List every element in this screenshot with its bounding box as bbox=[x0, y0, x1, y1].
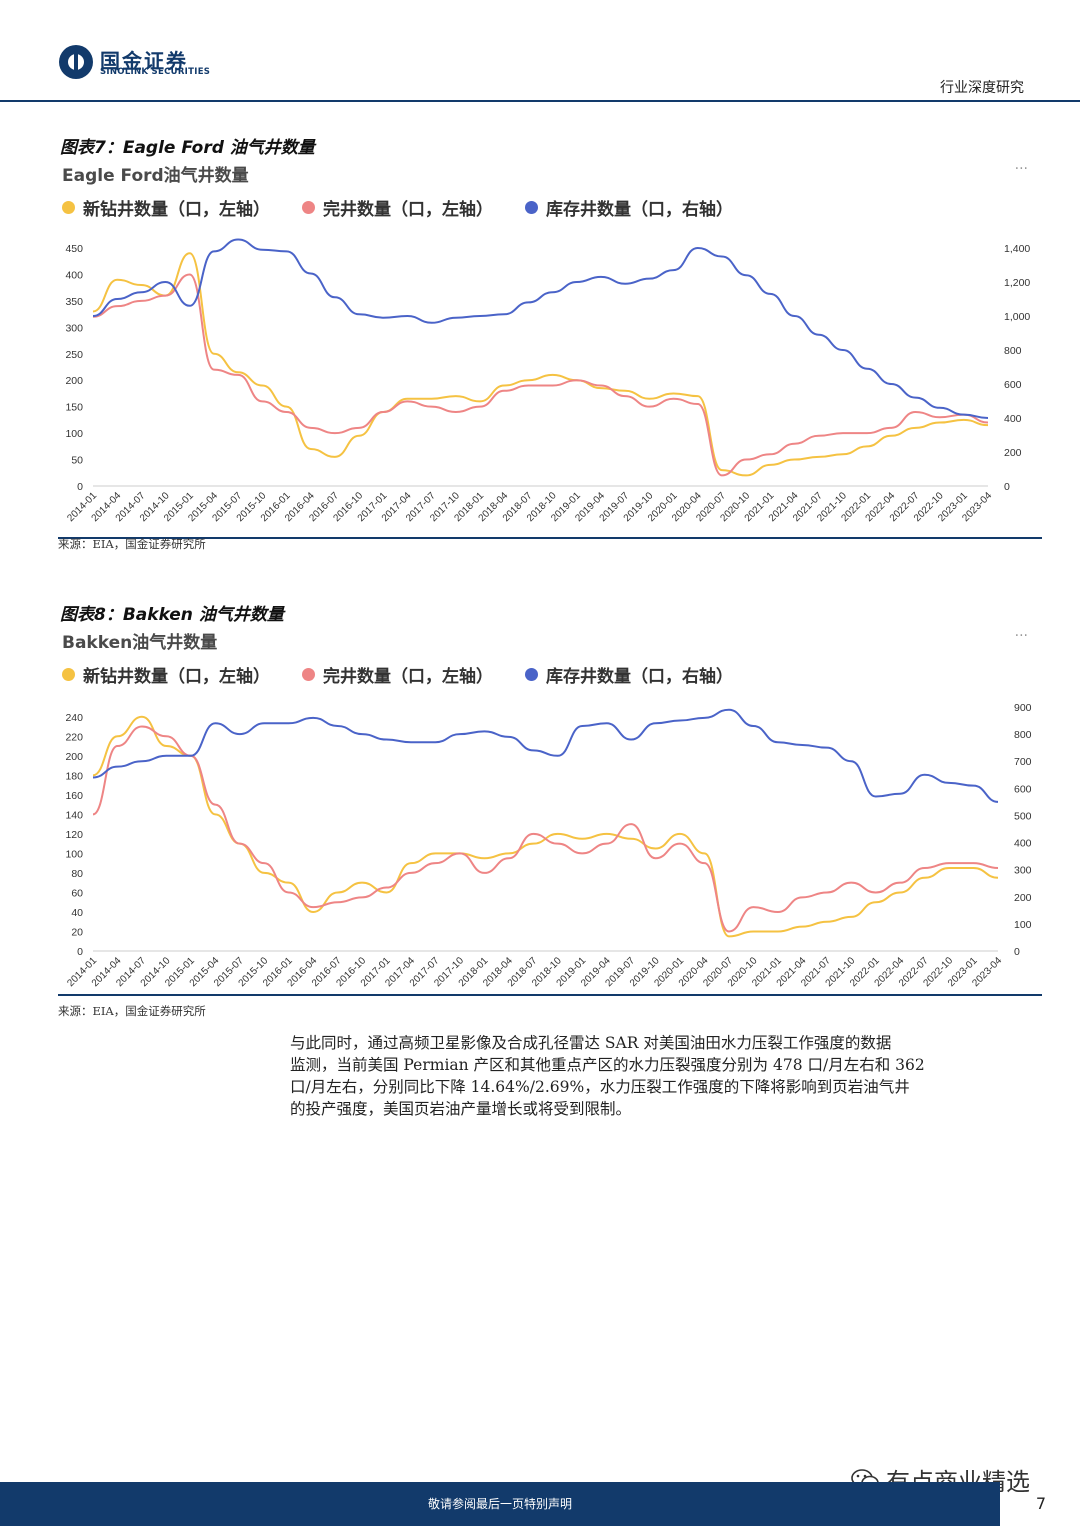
body-line: 的投产强度，美国页岩油产量增长或将受到限制。 bbox=[290, 1100, 632, 1118]
chart-menu-icon[interactable]: ··· bbox=[1014, 161, 1028, 177]
figure-7-chart: Eagle Ford油气井数量 ··· 新钻井数量（口，左轴） 完井数量（口，左… bbox=[58, 155, 1042, 545]
y-right-tick-label: 400 bbox=[1004, 413, 1022, 425]
body-line: 口/月左右，分别同比下降 14.64%/2.69%，水力压裂工作强度的下降将影响… bbox=[290, 1078, 910, 1096]
y-left-tick-label: 20 bbox=[71, 926, 83, 938]
legend-dot-icon bbox=[62, 201, 75, 214]
figure-8-source: 来源：EIA，国金证券研究所 bbox=[58, 1004, 206, 1018]
y-left-tick-label: 40 bbox=[71, 907, 83, 919]
legend-dot-icon bbox=[62, 668, 75, 681]
y-left-tick-label: 350 bbox=[65, 296, 83, 308]
y-right-tick-label: 1,200 bbox=[1004, 277, 1030, 289]
legend-dot-icon bbox=[525, 668, 538, 681]
y-right-tick-label: 600 bbox=[1004, 379, 1022, 391]
company-logo-icon bbox=[59, 45, 93, 79]
y-right-tick-label: 800 bbox=[1014, 729, 1032, 741]
y-left-tick-label: 200 bbox=[65, 751, 83, 763]
chart-subtitle: Bakken油气井数量 bbox=[62, 633, 218, 653]
y-right-tick-label: 1,000 bbox=[1004, 311, 1030, 323]
y-right-tick-label: 800 bbox=[1004, 345, 1022, 357]
chart-legend: 新钻井数量（口，左轴） 完井数量（口，左轴） 库存井数量（口，右轴） bbox=[62, 195, 733, 220]
y-left-tick-label: 160 bbox=[65, 790, 83, 802]
series-line-2 bbox=[92, 725, 999, 933]
legend-item-duc[interactable]: 库存井数量（口，右轴） bbox=[525, 195, 733, 220]
figure-8-chart: Bakken油气井数量 ··· 新钻井数量（口，左轴） 完井数量（口，左轴） 库… bbox=[58, 622, 1042, 1000]
y-left-tick-label: 50 bbox=[71, 455, 83, 467]
y-right-tick-label: 700 bbox=[1014, 756, 1032, 768]
y-left-tick-label: 240 bbox=[65, 712, 83, 724]
legend-dot-icon bbox=[302, 201, 315, 214]
legend-dot-icon bbox=[302, 668, 315, 681]
page-number: 7 bbox=[1035, 1494, 1046, 1513]
brand-name-en: SINOLINK SECURITIES bbox=[100, 67, 211, 77]
body-line: 与此同时，通过高频卫星影像及合成孔径雷达 SAR 对美国油田水力压裂工作强度的数… bbox=[290, 1034, 892, 1052]
chart-plot-area: 0 50 100 150 200 250 300 350 400 450 0 200 400 600 800… bbox=[65, 238, 1030, 524]
figure-8-title: 图表8：Bakken 油气井数量 bbox=[60, 605, 284, 625]
legend-item-completed[interactable]: 完井数量（口，左轴） bbox=[302, 662, 493, 687]
y-left-tick-label: 120 bbox=[65, 829, 83, 841]
legend-item-drilled[interactable]: 新钻井数量（口，左轴） bbox=[62, 195, 270, 220]
y-right-tick-label: 100 bbox=[1014, 919, 1032, 931]
chart-plot-area: 0 20 40 60 80 100 120 140 160 180 200 220 240 0 100 200… bbox=[65, 702, 1032, 989]
footer-bar bbox=[0, 1482, 1000, 1526]
y-left-tick-label: 250 bbox=[65, 349, 83, 361]
y-left-tick-label: 100 bbox=[65, 848, 83, 860]
y-left-tick-label: 200 bbox=[65, 375, 83, 387]
y-right-tick-label: 900 bbox=[1014, 702, 1032, 714]
y-right-tick-label: 0 bbox=[1014, 946, 1020, 958]
chart-menu-icon[interactable]: ··· bbox=[1014, 628, 1028, 644]
y-left-tick-label: 180 bbox=[65, 770, 83, 782]
y-right-tick-label: 300 bbox=[1014, 865, 1032, 877]
y-left-tick-label: 0 bbox=[77, 946, 83, 958]
figure-7-source: 来源：EIA，国金证券研究所 bbox=[58, 537, 206, 551]
report-type: 行业深度研究 bbox=[940, 80, 1024, 96]
y-left-tick-label: 0 bbox=[77, 481, 83, 493]
body-line: 监测，当前美国 Permian 产区和其他重点产区的水力压裂强度分别为 478 … bbox=[290, 1056, 925, 1074]
chart-bottom-rule bbox=[58, 994, 1042, 996]
y-right-tick-label: 1,400 bbox=[1004, 243, 1030, 255]
y-left-tick-label: 140 bbox=[65, 809, 83, 821]
y-left-tick-label: 100 bbox=[65, 428, 83, 440]
legend-item-drilled[interactable]: 新钻井数量（口，左轴） bbox=[62, 662, 270, 687]
y-left-tick-label: 450 bbox=[65, 243, 83, 255]
y-right-tick-label: 0 bbox=[1004, 481, 1010, 493]
series-line-2 bbox=[92, 273, 989, 477]
legend-item-duc[interactable]: 库存井数量（口，右轴） bbox=[525, 662, 733, 687]
y-right-tick-label: 200 bbox=[1014, 892, 1032, 904]
y-right-tick-label: 600 bbox=[1014, 783, 1032, 795]
y-left-tick-label: 400 bbox=[65, 269, 83, 281]
page-header: 国金证券 SINOLINK SECURITIES 行业深度研究 bbox=[0, 0, 1080, 102]
y-right-tick-label: 500 bbox=[1014, 810, 1032, 822]
figure-7-title: 图表7：Eagle Ford 油气井数量 bbox=[60, 138, 315, 158]
legend-item-completed[interactable]: 完井数量（口，左轴） bbox=[302, 195, 493, 220]
y-right-tick-label: 400 bbox=[1014, 838, 1032, 850]
series-line-1 bbox=[92, 252, 989, 477]
brand-name-cn: 国金证券 bbox=[100, 49, 188, 73]
header-divider bbox=[0, 100, 1080, 102]
chart-legend: 新钻井数量（口，左轴） 完井数量（口，左轴） 库存井数量（口，右轴） bbox=[62, 662, 733, 687]
series-line-3 bbox=[92, 238, 989, 419]
y-left-tick-label: 80 bbox=[71, 868, 83, 880]
series-line-3 bbox=[92, 708, 999, 803]
y-left-tick-label: 300 bbox=[65, 322, 83, 334]
y-left-tick-label: 150 bbox=[65, 402, 83, 414]
body-paragraph: 与此同时，通过高频卫星影像及合成孔径雷达 SAR 对美国油田水力压裂工作强度的数… bbox=[290, 1032, 1026, 1120]
legend-dot-icon bbox=[525, 201, 538, 214]
footer-disclaimer: 敬请参阅最后一页特别声明 bbox=[427, 1497, 572, 1511]
chart-subtitle: Eagle Ford油气井数量 bbox=[62, 166, 249, 186]
y-left-tick-label: 60 bbox=[71, 887, 83, 899]
y-left-tick-label: 220 bbox=[65, 731, 83, 743]
y-right-tick-label: 200 bbox=[1004, 447, 1022, 459]
chart-bottom-rule bbox=[58, 537, 1042, 539]
